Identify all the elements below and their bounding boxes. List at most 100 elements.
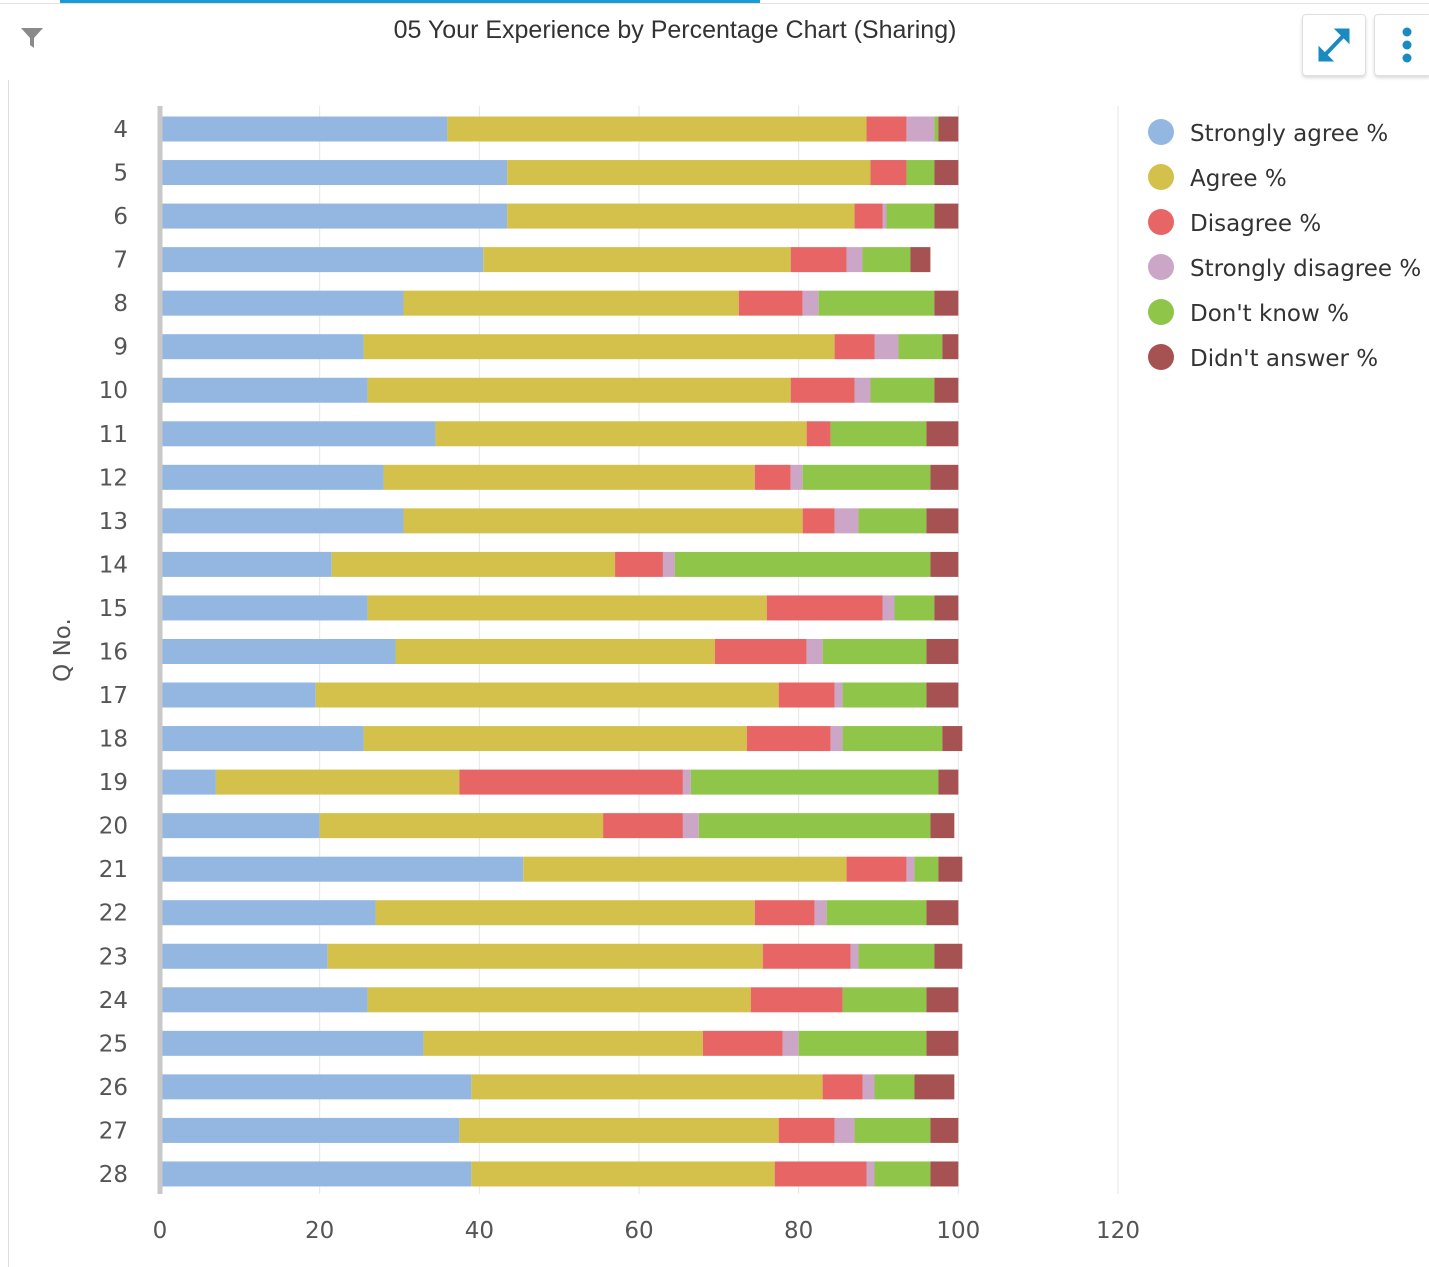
y-tick-label: 7 <box>113 248 128 274</box>
bar-segment <box>160 856 524 882</box>
bar-segment <box>826 900 927 926</box>
bar-segment <box>930 813 955 839</box>
bar-segment <box>846 247 863 273</box>
bar-segment <box>934 943 963 969</box>
bar-segment <box>327 943 763 969</box>
bar-segment <box>942 726 963 752</box>
bar-segment <box>423 1030 703 1056</box>
bar-segment <box>383 464 755 490</box>
bar-segment <box>160 551 332 577</box>
legend-marker <box>1148 164 1174 190</box>
bar-segment <box>930 1161 959 1187</box>
bar-segment <box>702 1030 783 1056</box>
bar-segment <box>160 726 364 752</box>
bar-segment <box>886 203 935 229</box>
bar-segment <box>834 508 859 534</box>
y-tick-label: 16 <box>99 639 128 665</box>
bar-segment <box>790 247 847 273</box>
bar-segment <box>790 464 803 490</box>
y-tick-label: 20 <box>99 814 128 840</box>
bar-segment <box>906 116 935 142</box>
bar-segment <box>938 769 959 795</box>
bar-segment <box>459 1117 779 1143</box>
bar-segment <box>160 900 376 926</box>
bar-segment <box>930 464 959 490</box>
bar-segment <box>367 377 791 403</box>
x-tick-label: 20 <box>305 1218 334 1244</box>
y-tick-label: 24 <box>99 988 128 1014</box>
y-tick-label: 18 <box>99 727 128 753</box>
y-tick-label: 8 <box>113 291 128 317</box>
bar-segment <box>882 203 887 229</box>
bar-segment <box>315 682 779 708</box>
bar-segment <box>774 1161 867 1187</box>
filter-icon[interactable] <box>18 24 46 52</box>
y-tick-label: 5 <box>113 161 128 187</box>
bar-segment <box>934 116 939 142</box>
bar-segment <box>160 203 508 229</box>
bar-segment <box>914 856 939 882</box>
bar-segment <box>874 334 899 360</box>
bar-segment <box>160 464 384 490</box>
bar-segment <box>854 377 871 403</box>
bar-segment <box>682 813 699 839</box>
x-tick-label: 40 <box>465 1218 494 1244</box>
bar-segment <box>403 290 739 316</box>
bar-segment <box>854 1117 931 1143</box>
bar-segment <box>822 1074 863 1100</box>
bar-segment <box>615 551 663 577</box>
y-tick-label: 15 <box>99 596 128 622</box>
y-tick-label: 4 <box>113 117 128 143</box>
bar-segment <box>160 290 404 316</box>
bar-segment <box>898 334 943 360</box>
bar-segment <box>714 638 807 664</box>
bar-segment <box>331 551 616 577</box>
x-tick-label: 120 <box>1096 1218 1140 1244</box>
bar-segment <box>682 769 691 795</box>
bar-segment <box>814 900 827 926</box>
bar-segment <box>746 726 831 752</box>
bar-segment <box>160 943 328 969</box>
legend-marker <box>1148 344 1174 370</box>
bar-segment <box>802 464 931 490</box>
bar-segment <box>866 116 907 142</box>
bar-segment <box>160 1030 424 1056</box>
bar-segment <box>934 377 959 403</box>
more-options-button[interactable] <box>1374 14 1429 76</box>
bar-segment <box>160 1161 472 1187</box>
bar-segment <box>938 856 963 882</box>
expand-button[interactable] <box>1302 14 1366 76</box>
bar-segment <box>435 421 807 447</box>
y-tick-label: 11 <box>99 422 128 448</box>
bar-segment <box>471 1161 775 1187</box>
legend-item: Didn't answer % <box>1190 346 1378 372</box>
bar-segment <box>782 1030 799 1056</box>
bar-segment <box>447 116 867 142</box>
legend-item: Disagree % <box>1190 211 1321 237</box>
bar-segment <box>690 769 939 795</box>
bar-segment <box>914 1074 955 1100</box>
bar-segment <box>930 1117 959 1143</box>
bar-segment <box>870 160 907 186</box>
x-tick-label: 100 <box>936 1218 980 1244</box>
bar-segment <box>806 421 831 447</box>
bar-segment <box>160 508 404 534</box>
legend-item: Strongly agree % <box>1190 121 1388 147</box>
bar-segment <box>523 856 847 882</box>
expand-icon <box>1318 28 1350 62</box>
y-tick-label: 23 <box>99 944 128 970</box>
bar-segment <box>926 508 959 534</box>
bar-segment <box>160 247 484 273</box>
bar-segment <box>160 160 508 186</box>
bar-segment <box>778 1117 835 1143</box>
legend-marker <box>1148 254 1174 280</box>
bar-segment <box>866 1161 875 1187</box>
bar-segment <box>674 551 931 577</box>
bar-segment <box>160 769 216 795</box>
section-title-bar <box>60 0 760 4</box>
legend-marker <box>1148 119 1174 145</box>
y-tick-label: 10 <box>99 378 128 404</box>
bar-segment <box>822 638 927 664</box>
bar-segment <box>834 1117 855 1143</box>
bar-segment <box>934 290 959 316</box>
